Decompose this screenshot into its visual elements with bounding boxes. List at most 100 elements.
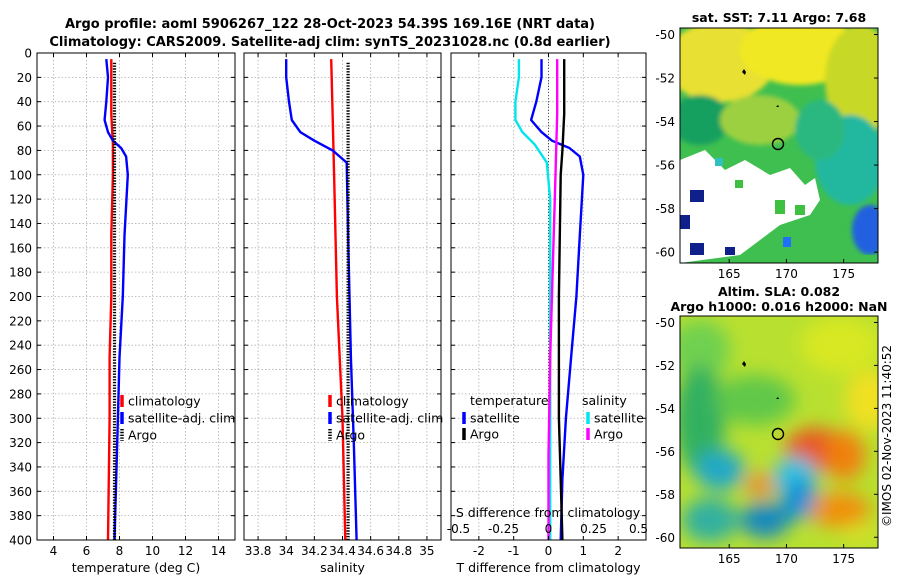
y-tick-label: 40 bbox=[17, 95, 32, 109]
y-tick-label: 340 bbox=[9, 460, 32, 474]
y-tick-label: 300 bbox=[9, 412, 32, 426]
x-tick-label: 10 bbox=[145, 544, 160, 558]
sla-axes: 165 170 175 -50 -52 -54 -56 -58 -60 bbox=[655, 316, 878, 566]
series-satellite-adj-clim bbox=[285, 59, 358, 541]
map-y-tick-label: -50 bbox=[655, 316, 675, 330]
s-tick-label: -0.5 bbox=[447, 522, 470, 536]
y-tick-label: 360 bbox=[9, 485, 32, 499]
map-y-tick-label: -52 bbox=[655, 359, 675, 373]
map-x-tick-label: 175 bbox=[832, 267, 855, 281]
y-tick-label: 80 bbox=[17, 144, 32, 158]
sla-map-title-line2: Argo h1000: 0.016 h2000: NaN bbox=[670, 299, 887, 314]
y-tick-label: 380 bbox=[9, 509, 32, 523]
sst-map-title: sat. SST: 7.11 Argo: 7.68 bbox=[692, 10, 866, 25]
legend-label: Argo bbox=[128, 428, 157, 443]
y-tick-label: 160 bbox=[9, 241, 32, 255]
map-y-tick-label: -60 bbox=[655, 246, 675, 260]
y-tick-label: 320 bbox=[9, 436, 32, 450]
legend-label: Argo bbox=[470, 427, 499, 442]
y-tick-label: 0 bbox=[24, 47, 32, 61]
map-y-tick-label: -58 bbox=[655, 488, 675, 502]
y-tick-label: 220 bbox=[9, 314, 32, 328]
x-tick-label: 35 bbox=[419, 544, 434, 558]
panel-difference: -2 -1 0 1 2 T difference from climatology temp… bbox=[447, 52, 648, 575]
s-tick-label: -0.25 bbox=[488, 522, 519, 536]
sst-axes: 165 170 175 -50 -52 -54 -56 -58 -60 bbox=[655, 28, 878, 281]
s-tick-label: 0.25 bbox=[580, 522, 607, 536]
map-y-tick-label: -60 bbox=[655, 531, 675, 545]
y-tick-label: 260 bbox=[9, 363, 32, 377]
x-tick-label: 12 bbox=[178, 544, 193, 558]
map-x-tick-label: 170 bbox=[775, 552, 798, 566]
sla-map: Altim. SLA: 0.082 Argo h1000: 0.016 h200… bbox=[655, 284, 887, 566]
legend-label: climatology bbox=[128, 394, 201, 409]
gridlines bbox=[37, 52, 235, 541]
x-axis-label: T difference from climatology bbox=[455, 560, 641, 575]
legend-label: satellite-adj. clim bbox=[128, 411, 235, 426]
x-tick-label: 34 bbox=[279, 544, 294, 558]
figure-title-line1: Argo profile: aoml 5906267_122 28-Oct-20… bbox=[65, 17, 595, 32]
x-tick-label: 0 bbox=[545, 544, 553, 558]
map-x-tick-label: 175 bbox=[832, 552, 855, 566]
x-tick-label: 34.6 bbox=[357, 544, 384, 558]
legend-group-title: temperature bbox=[470, 393, 549, 408]
legend-group-title: salinity bbox=[582, 393, 627, 408]
x-tick-label: 34.4 bbox=[329, 544, 356, 558]
series-salinity-argo bbox=[547, 59, 559, 540]
legend-label: climatology bbox=[336, 394, 409, 409]
y-tick-label: 100 bbox=[9, 168, 32, 182]
x-tick-label: -1 bbox=[508, 544, 520, 558]
map-y-tick-label: -54 bbox=[655, 402, 675, 416]
legend: climatology satellite-adj. clim Argo bbox=[328, 394, 443, 443]
map-y-tick-label: -50 bbox=[655, 28, 675, 42]
sla-field bbox=[680, 316, 878, 548]
y-tick-label: 240 bbox=[9, 339, 32, 353]
map-y-tick-label: -52 bbox=[655, 72, 675, 86]
y-tick-label: 200 bbox=[9, 290, 32, 304]
sst-map: sat. SST: 7.11 Argo: 7.68 bbox=[655, 10, 879, 281]
x-tick-label: 2 bbox=[614, 544, 622, 558]
series-temperature-satellite bbox=[529, 59, 585, 541]
legend: climatology satellite-adj. clim Argo bbox=[120, 394, 235, 443]
x-tick-label: 1 bbox=[580, 544, 588, 558]
x-tick-label: 34.2 bbox=[301, 544, 328, 558]
x-tick-label: 6 bbox=[83, 544, 91, 558]
x-tick-label: 33.8 bbox=[245, 544, 272, 558]
legend-label: Argo bbox=[336, 428, 365, 443]
y-tick-label: 60 bbox=[17, 120, 32, 134]
series-climatology bbox=[106, 59, 115, 541]
sst-field bbox=[680, 28, 878, 263]
y-tick-label: 140 bbox=[9, 217, 32, 231]
panel-salinity: 33.8 34 34.2 34.4 34.6 34.8 35 salinity climatol… bbox=[243, 52, 443, 575]
s-tick-label: 0 bbox=[545, 522, 553, 536]
x-tick-label: 14 bbox=[211, 544, 226, 558]
top-s-axis: S difference from climatology -0.5 -0.25 0 0… bbox=[447, 505, 648, 536]
series-climatology bbox=[330, 59, 347, 541]
y-tick-label: 120 bbox=[9, 193, 32, 207]
s-axis-label: S difference from climatology bbox=[456, 505, 641, 520]
x-tick-label: 8 bbox=[116, 544, 124, 558]
legend-label: satellite-adj. clim bbox=[336, 411, 443, 426]
sla-profile-marker bbox=[771, 427, 785, 441]
y-tick-label: 20 bbox=[17, 71, 32, 85]
panel-temperature: 4 6 8 10 12 14 temperature (deg C) 0 20 40 60 80 100… bbox=[9, 47, 236, 575]
series-satellite-adj-clim bbox=[103, 58, 130, 541]
sla-map-title-line1: Altim. SLA: 0.082 bbox=[718, 284, 840, 299]
y-tick-label: 180 bbox=[9, 266, 32, 280]
legend-label: satellite bbox=[594, 411, 644, 426]
map-x-tick-label: 170 bbox=[775, 267, 798, 281]
legend-label: satellite bbox=[470, 411, 520, 426]
x-tick-label: -2 bbox=[473, 544, 485, 558]
legend-label: Argo bbox=[594, 427, 623, 442]
map-x-tick-label: 165 bbox=[718, 267, 741, 281]
imos-watermark: ©IMOS 02-Nov-2023 11:40:52 bbox=[880, 345, 894, 527]
series-temperature-argo bbox=[557, 59, 566, 541]
x-axis-label: temperature (deg C) bbox=[72, 560, 201, 575]
sst-profile-marker bbox=[771, 137, 785, 151]
y-tick-label: 400 bbox=[9, 534, 32, 548]
x-axis-label: salinity bbox=[320, 560, 365, 575]
s-tick-label: 0.5 bbox=[629, 522, 648, 536]
map-x-tick-label: 165 bbox=[718, 552, 741, 566]
x-tick-label: 4 bbox=[50, 544, 58, 558]
